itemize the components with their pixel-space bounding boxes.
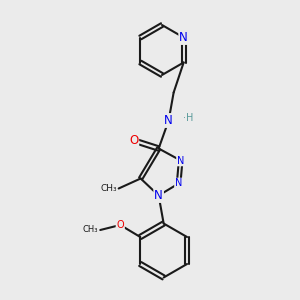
Text: CH₃: CH₃ <box>83 226 98 235</box>
Text: N: N <box>164 114 173 127</box>
Text: O: O <box>129 134 138 147</box>
Text: O: O <box>116 220 124 230</box>
Text: N: N <box>179 31 188 44</box>
Text: N: N <box>175 178 182 188</box>
Text: N: N <box>154 189 163 202</box>
Text: ·H: ·H <box>183 113 193 124</box>
Text: CH₃: CH₃ <box>100 184 117 193</box>
Text: N: N <box>177 155 184 166</box>
